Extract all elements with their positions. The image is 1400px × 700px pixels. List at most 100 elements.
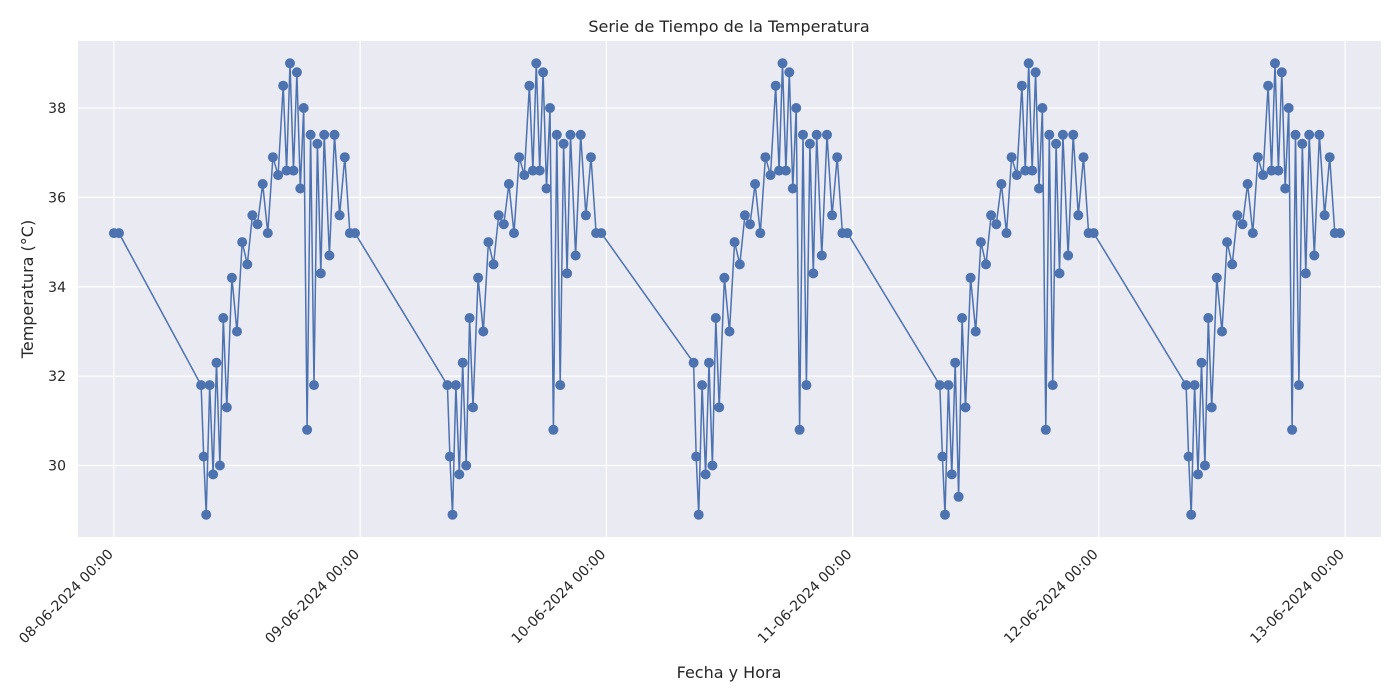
data-point xyxy=(777,58,788,69)
data-point xyxy=(1252,152,1263,163)
data-point xyxy=(1258,170,1268,181)
data-point xyxy=(218,313,229,323)
data-point xyxy=(798,129,808,140)
data-point xyxy=(1300,268,1311,279)
data-point xyxy=(937,451,948,462)
x-tick-label: 12-06-2024 00:00 xyxy=(1001,547,1102,648)
data-point xyxy=(1273,165,1284,176)
data-point xyxy=(960,402,971,413)
data-point xyxy=(565,129,576,140)
data-point xyxy=(791,103,802,113)
data-point xyxy=(329,129,340,140)
data-point xyxy=(558,138,569,149)
data-point xyxy=(1335,228,1345,239)
data-point xyxy=(538,67,549,78)
data-point xyxy=(545,103,555,113)
data-point xyxy=(1016,80,1027,91)
data-point xyxy=(688,357,699,368)
x-tick-label: 11-06-2024 00:00 xyxy=(755,547,856,648)
data-point xyxy=(1044,129,1055,140)
data-point xyxy=(252,219,263,230)
data-point xyxy=(237,237,248,248)
data-point xyxy=(787,183,798,194)
data-point xyxy=(934,380,945,391)
data-point xyxy=(114,228,124,239)
data-point xyxy=(596,228,607,239)
data-point xyxy=(719,272,730,283)
data-point xyxy=(970,326,981,337)
data-point xyxy=(208,469,219,480)
data-point xyxy=(1287,424,1298,435)
data-point xyxy=(315,268,326,279)
series-temperature xyxy=(113,62,1340,516)
data-point xyxy=(555,380,566,391)
data-point xyxy=(221,402,232,413)
data-point xyxy=(324,250,335,261)
data-point xyxy=(765,170,776,181)
data-point xyxy=(1199,460,1210,471)
data-point xyxy=(312,138,323,149)
data-point xyxy=(1324,152,1335,163)
data-point xyxy=(1034,183,1044,194)
data-point xyxy=(750,179,761,189)
data-point xyxy=(548,424,559,435)
data-point xyxy=(770,80,781,91)
y-tick-label: 30 xyxy=(48,459,66,475)
data-point xyxy=(298,103,309,113)
data-point xyxy=(1211,272,1222,283)
data-point xyxy=(309,380,319,391)
data-point xyxy=(1293,380,1304,391)
data-point xyxy=(1011,170,1022,181)
y-tick-label: 38 xyxy=(48,101,66,117)
data-point xyxy=(242,259,253,270)
data-point xyxy=(1193,469,1203,480)
data-point xyxy=(257,179,268,189)
data-point xyxy=(551,129,562,140)
data-point xyxy=(262,228,273,239)
data-point xyxy=(1023,58,1034,69)
data-point xyxy=(943,380,954,391)
data-point xyxy=(816,250,827,261)
data-point xyxy=(811,129,822,140)
data-point xyxy=(493,210,504,221)
data-point xyxy=(541,183,552,194)
data-point xyxy=(214,460,225,471)
data-point xyxy=(1196,357,1207,368)
data-point xyxy=(334,210,345,221)
y-tick-label: 34 xyxy=(48,280,66,296)
data-point xyxy=(442,380,453,391)
data-point xyxy=(278,80,289,91)
data-point xyxy=(288,165,299,176)
data-point xyxy=(1181,380,1192,391)
data-point xyxy=(1001,228,1012,239)
data-point xyxy=(1206,402,1217,413)
data-point xyxy=(804,138,815,149)
data-point xyxy=(957,313,968,323)
data-point xyxy=(488,259,499,270)
data-point xyxy=(808,268,819,279)
data-point xyxy=(950,357,961,368)
data-point xyxy=(996,179,1007,189)
x-tick-label: 08-06-2024 00:00 xyxy=(16,547,117,648)
data-point xyxy=(1280,183,1291,194)
data-point xyxy=(975,237,986,248)
data-point xyxy=(444,451,455,462)
data-point xyxy=(1006,152,1017,163)
data-point xyxy=(519,170,530,181)
data-point xyxy=(291,67,302,78)
data-point xyxy=(1078,152,1089,163)
data-point xyxy=(1030,67,1041,78)
data-point xyxy=(1027,165,1038,176)
data-point xyxy=(339,152,350,163)
data-point xyxy=(575,129,586,140)
data-point xyxy=(295,183,306,194)
data-point xyxy=(1297,138,1308,149)
data-point xyxy=(940,509,950,520)
x-tick-label: 13-06-2024 00:00 xyxy=(1247,547,1348,648)
data-point xyxy=(305,129,316,140)
data-point xyxy=(827,210,838,221)
data-point xyxy=(1222,237,1233,248)
data-point xyxy=(534,165,545,176)
data-point xyxy=(302,424,313,435)
data-point xyxy=(1037,103,1048,113)
